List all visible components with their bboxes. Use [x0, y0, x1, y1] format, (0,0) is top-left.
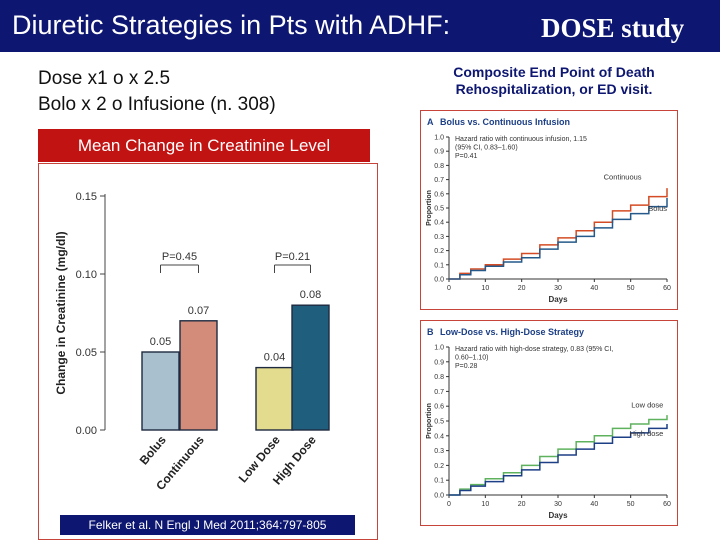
- km-y-tick-label: 0.3: [434, 234, 444, 241]
- km-x-tick-label: 50: [627, 285, 635, 292]
- km-y-tick-label: 0.6: [434, 404, 444, 411]
- panel-title: Bolus vs. Continuous Infusion: [440, 117, 570, 127]
- km-series-label: High dose: [630, 429, 664, 438]
- y-tick-label: 0.00: [76, 425, 97, 437]
- bar-value-label: 0.04: [264, 352, 285, 364]
- km-curve-bolus: [449, 198, 668, 280]
- km-series-label: Bolus: [648, 204, 667, 213]
- km-y-tick-label: 1.0: [434, 345, 444, 352]
- km-curve-continuous: [449, 188, 668, 280]
- km-y-tick-label: 0.1: [434, 478, 444, 485]
- km-series-label: Continuous: [604, 173, 642, 182]
- km-y-tick-label: 0.4: [434, 433, 444, 440]
- km-y-axis-title: Proportion: [426, 403, 433, 439]
- bar-value-label: 0.05: [150, 336, 171, 348]
- km-y-tick-label: 0.0: [434, 493, 444, 500]
- composite-endpoint-title: Composite End Point of Death Rehospitali…: [412, 64, 696, 98]
- km-y-tick-label: 0.6: [434, 191, 444, 198]
- y-tick-label: 0.05: [76, 347, 97, 359]
- km-x-axis-title: Days: [548, 295, 568, 304]
- km-y-tick-label: 0.2: [434, 463, 444, 470]
- km-y-tick-label: 0.2: [434, 248, 444, 255]
- km-y-tick-label: 0.8: [434, 163, 444, 170]
- panel-title: Low-Dose vs. High-Dose Strategy: [440, 327, 584, 337]
- bar-low-dose: [255, 366, 294, 431]
- hazard-ratio-annotation: Hazard ratio with high-dose strategy, 0.…: [455, 346, 613, 353]
- hazard-ratio-annotation: P=0.41: [455, 153, 477, 160]
- km-panel-b: B Low-Dose vs. High-Dose Strategy 0.0 0.1 0.…: [420, 320, 678, 526]
- km-y-axis-title: Proportion: [426, 190, 433, 226]
- km-y-tick-label: 0.9: [434, 359, 444, 366]
- km-x-tick-label: 10: [481, 501, 489, 508]
- bar-high-dose: [291, 304, 330, 431]
- km-y-tick-label: 0.3: [434, 448, 444, 455]
- panel-letter: B: [427, 327, 434, 337]
- title-bar: Diuretic Strategies in Pts with ADHF: DO…: [0, 0, 720, 52]
- category-label: Bolus: [137, 433, 169, 468]
- p-value-label: P=0.21: [275, 251, 310, 263]
- km-y-tick-label: 0.4: [434, 220, 444, 227]
- y-tick-label: 0.10: [76, 269, 97, 281]
- dose-description: Dose x1 o x 2.5: [38, 68, 171, 89]
- km-x-tick-label: 50: [627, 501, 635, 508]
- km-x-tick-label: 30: [554, 501, 562, 508]
- km-y-tick-label: 0.8: [434, 374, 444, 381]
- hazard-ratio-annotation: (95% CI, 0.83–1.60): [455, 145, 518, 152]
- creatinine-chart-banner: Mean Change in Creatinine Level: [38, 129, 370, 162]
- bar-value-label: 0.08: [300, 289, 321, 301]
- km-y-tick-label: 0.0: [434, 277, 444, 284]
- hazard-ratio-annotation: Hazard ratio with continuous infusion, 1…: [455, 136, 587, 143]
- km-x-tick-label: 60: [663, 285, 671, 292]
- km-x-axis-title: Days: [548, 511, 568, 520]
- km-x-tick-label: 40: [590, 501, 598, 508]
- km-y-tick-label: 0.9: [434, 149, 444, 156]
- y-tick-label: 0.15: [76, 191, 97, 203]
- y-axis-title: Change in Creatinine (mg/dl): [54, 231, 68, 394]
- km-x-tick-label: 10: [481, 285, 489, 292]
- km-curve-high-dose: [449, 423, 668, 496]
- km-x-tick-label: 40: [590, 285, 598, 292]
- creatinine-bar-chart: 0.00 0.05 0.10 0.15 Change in Creatinine (mg…: [54, 191, 330, 493]
- km-x-tick-label: 0: [447, 285, 451, 292]
- panel-letter: A: [427, 117, 434, 127]
- p-value-label: P=0.45: [162, 251, 197, 263]
- bar-continuous: [179, 320, 218, 431]
- km-y-tick-label: 1.0: [434, 135, 444, 142]
- km-x-tick-label: 60: [663, 501, 671, 508]
- km-chart-b: B Low-Dose vs. High-Dose Strategy 0.0 0.1 0.…: [426, 327, 671, 520]
- km-y-tick-label: 0.5: [434, 206, 444, 213]
- km-x-tick-label: 0: [447, 501, 451, 508]
- km-chart-a: A Bolus vs. Continuous Infusion 0.0 0.1 0.2 0…: [426, 117, 671, 304]
- bar-value-label: 0.07: [188, 305, 209, 317]
- administration-description: Bolo x 2 o Infusione (n. 308): [38, 94, 276, 115]
- km-x-tick-label: 20: [518, 285, 526, 292]
- km-y-tick-label: 0.1: [434, 262, 444, 269]
- creatinine-chart-frame: 0.00 0.05 0.10 0.15 Change in Creatinine (mg…: [38, 163, 378, 540]
- hazard-ratio-annotation: P=0.28: [455, 363, 477, 370]
- km-x-tick-label: 30: [554, 285, 562, 292]
- km-y-tick-label: 0.5: [434, 419, 444, 426]
- hazard-ratio-annotation: 0.60–1.10): [455, 355, 488, 362]
- km-y-tick-label: 0.7: [434, 389, 444, 396]
- slide-title: Diuretic Strategies in Pts with ADHF:: [12, 10, 451, 40]
- bar-bolus: [141, 351, 180, 431]
- km-y-tick-label: 0.7: [434, 177, 444, 184]
- slide-title-emphasis: DOSE study: [541, 13, 685, 43]
- km-series-label: Low dose: [631, 401, 663, 410]
- reference-citation: Felker et al. N Engl J Med 2011;364:797-…: [60, 515, 355, 535]
- km-x-tick-label: 20: [518, 501, 526, 508]
- km-panel-a: A Bolus vs. Continuous Infusion 0.0 0.1 0.2 0…: [420, 110, 678, 310]
